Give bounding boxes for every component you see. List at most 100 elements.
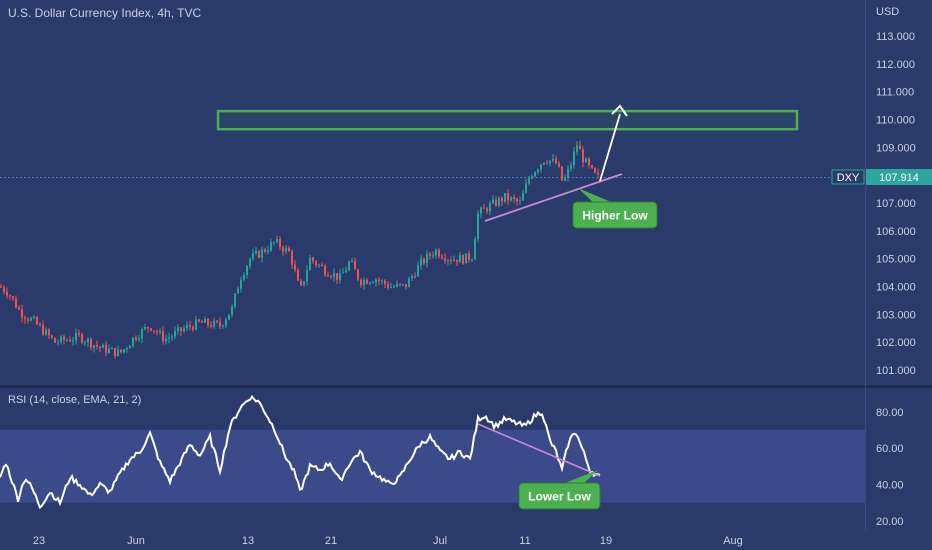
candle-body[interactable]: [258, 251, 260, 258]
candle-body[interactable]: [60, 336, 62, 343]
candle-body[interactable]: [318, 264, 320, 266]
candle-body[interactable]: [477, 213, 479, 239]
candle-body[interactable]: [156, 331, 158, 333]
candle-body[interactable]: [237, 288, 239, 294]
candle-body[interactable]: [24, 317, 26, 320]
candle-body[interactable]: [120, 349, 122, 353]
candle-body[interactable]: [516, 198, 518, 202]
rsi-line[interactable]: [0, 395, 601, 510]
candle-body[interactable]: [228, 314, 230, 320]
candle-body[interactable]: [330, 276, 332, 278]
candle-body[interactable]: [177, 327, 179, 332]
candle-body[interactable]: [336, 273, 338, 280]
candle-body[interactable]: [225, 319, 227, 326]
candle-body[interactable]: [180, 327, 182, 332]
candle-body[interactable]: [126, 348, 128, 350]
candle-body[interactable]: [246, 266, 248, 275]
candle-body[interactable]: [375, 279, 377, 283]
candle-body[interactable]: [132, 337, 134, 346]
candle-body[interactable]: [399, 283, 401, 285]
candle-body[interactable]: [351, 261, 353, 263]
candle-body[interactable]: [378, 279, 380, 281]
candle-body[interactable]: [279, 238, 281, 248]
candle-body[interactable]: [483, 207, 485, 209]
candle-body[interactable]: [54, 337, 56, 343]
candle-body[interactable]: [480, 207, 482, 214]
candle-body[interactable]: [276, 238, 278, 242]
candle-body[interactable]: [72, 340, 74, 342]
candle-body[interactable]: [315, 261, 317, 266]
candle-body[interactable]: [57, 342, 59, 344]
candle-body[interactable]: [222, 325, 224, 327]
candle-body[interactable]: [84, 342, 86, 344]
candle-body[interactable]: [0, 286, 2, 288]
candle-body[interactable]: [294, 264, 296, 271]
candle-body[interactable]: [486, 208, 488, 212]
candle-body[interactable]: [303, 281, 305, 285]
candle-body[interactable]: [51, 335, 53, 338]
candle-body[interactable]: [252, 253, 254, 259]
candle-body[interactable]: [255, 251, 257, 254]
candle-body[interactable]: [234, 293, 236, 307]
candle-body[interactable]: [387, 284, 389, 288]
candle-body[interactable]: [507, 193, 509, 201]
candle-body[interactable]: [348, 261, 350, 271]
candle-body[interactable]: [111, 347, 113, 349]
candle-body[interactable]: [408, 278, 410, 288]
candle-body[interactable]: [141, 329, 143, 339]
candle-body[interactable]: [363, 279, 365, 286]
candle-body[interactable]: [576, 145, 578, 152]
candle-body[interactable]: [549, 160, 551, 164]
candle-body[interactable]: [405, 284, 407, 288]
candle-body[interactable]: [579, 145, 581, 150]
candle-body[interactable]: [468, 253, 470, 260]
candle-body[interactable]: [525, 183, 527, 193]
price-pane[interactable]: [0, 0, 865, 385]
candle-body[interactable]: [48, 329, 50, 336]
candle-body[interactable]: [540, 164, 542, 170]
candle-body[interactable]: [537, 169, 539, 173]
candle-body[interactable]: [87, 338, 89, 343]
candle-body[interactable]: [345, 270, 347, 273]
candle-body[interactable]: [96, 345, 98, 347]
candle-body[interactable]: [162, 330, 164, 342]
candle-body[interactable]: [396, 283, 398, 287]
candle-body[interactable]: [546, 162, 548, 164]
candle-body[interactable]: [42, 324, 44, 335]
candle-body[interactable]: [270, 242, 272, 251]
candle-body[interactable]: [189, 325, 191, 327]
candle-body[interactable]: [81, 334, 83, 343]
candle-body[interactable]: [471, 259, 473, 261]
candle-body[interactable]: [153, 330, 155, 332]
candle-body[interactable]: [453, 259, 455, 262]
candle-body[interactable]: [114, 347, 116, 357]
candle-body[interactable]: [201, 321, 203, 323]
projection-arrow[interactable]: [599, 113, 621, 182]
candle-body[interactable]: [531, 176, 533, 179]
candle-body[interactable]: [135, 337, 137, 340]
candle-body[interactable]: [216, 320, 218, 322]
rsi-axis[interactable]: 80.00 60.00 40.00 20.00: [876, 407, 904, 528]
candle-body[interactable]: [159, 330, 161, 333]
candle-body[interactable]: [393, 286, 395, 288]
candle-body[interactable]: [30, 318, 32, 321]
candle-body[interactable]: [78, 332, 80, 335]
candle-body[interactable]: [204, 318, 206, 323]
candle-body[interactable]: [39, 324, 41, 326]
candle-body[interactable]: [501, 197, 503, 202]
candle-body[interactable]: [12, 296, 14, 299]
candle-body[interactable]: [66, 340, 68, 342]
candle-body[interactable]: [3, 287, 5, 292]
candle-body[interactable]: [207, 318, 209, 325]
candle-body[interactable]: [423, 258, 425, 264]
candle-body[interactable]: [339, 273, 341, 280]
candle-body[interactable]: [93, 345, 95, 348]
candle-body[interactable]: [510, 197, 512, 201]
candle-body[interactable]: [444, 258, 446, 261]
candle-body[interactable]: [498, 197, 500, 206]
candle-body[interactable]: [489, 203, 491, 212]
candle-body[interactable]: [411, 276, 413, 279]
candle-body[interactable]: [555, 158, 557, 164]
candle-body[interactable]: [291, 251, 293, 265]
